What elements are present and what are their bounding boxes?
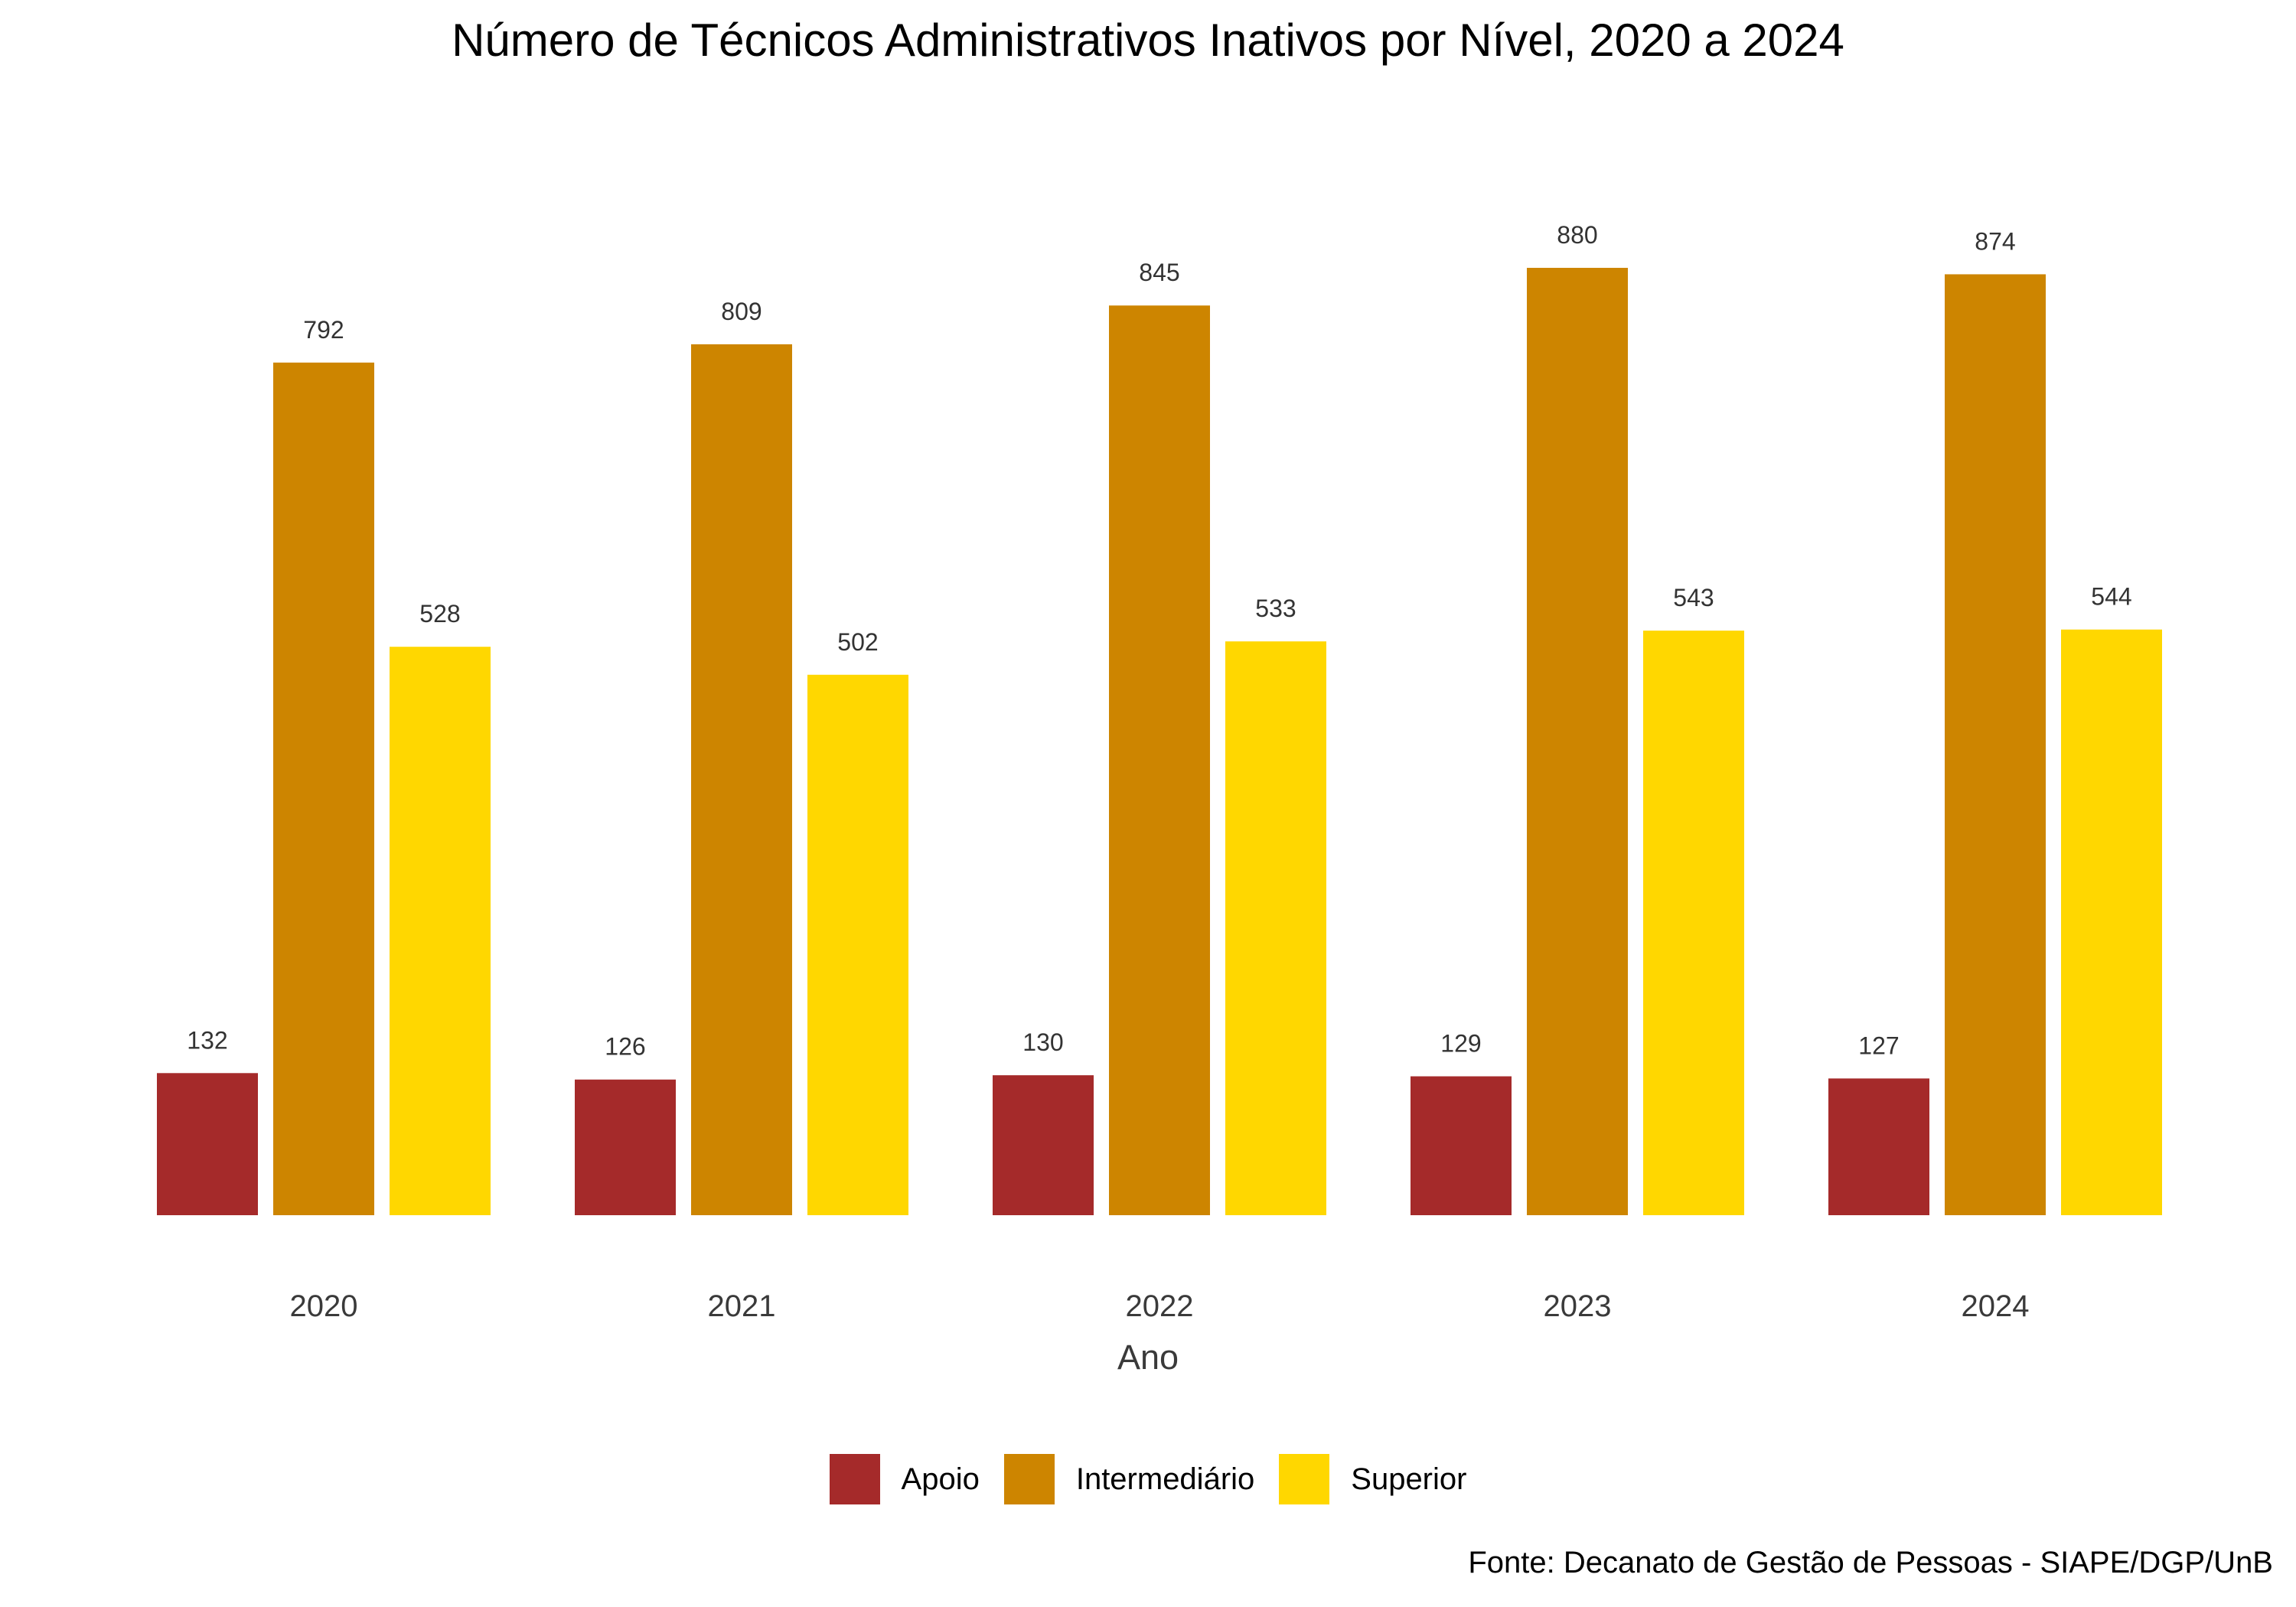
legend-swatch-intermediario bbox=[1003, 1454, 1055, 1504]
legend-swatch-superior bbox=[1279, 1454, 1330, 1504]
data-label-intermediario-2023: 880 bbox=[1557, 221, 1597, 249]
source-caption: Fonte: Decanato de Gestão de Pessoas - S… bbox=[1468, 1546, 2273, 1579]
bar-apoio-2024 bbox=[1828, 1078, 1929, 1215]
legend-label-superior: Superior bbox=[1351, 1462, 1467, 1496]
data-label-intermediario-2024: 874 bbox=[1975, 227, 2015, 255]
legend-label-intermediario: Intermediário bbox=[1075, 1462, 1255, 1496]
bar-superior-2024 bbox=[2061, 629, 2162, 1215]
legend-item-superior: Superior bbox=[1279, 1454, 1466, 1504]
bar-intermediario-2022 bbox=[1109, 305, 1210, 1215]
bar-apoio-2023 bbox=[1411, 1076, 1512, 1215]
x-tick-label-2021: 2021 bbox=[708, 1289, 776, 1323]
bar-intermediario-2021 bbox=[691, 344, 792, 1216]
data-label-superior-2023: 543 bbox=[1673, 584, 1714, 611]
data-label-superior-2024: 544 bbox=[2091, 583, 2131, 611]
bar-intermediario-2024 bbox=[1945, 274, 2046, 1215]
x-tick-label-2020: 2020 bbox=[290, 1289, 358, 1323]
bar-intermediario-2023 bbox=[1527, 268, 1628, 1215]
legend-swatch-apoio bbox=[829, 1454, 880, 1504]
data-label-superior-2020: 528 bbox=[419, 600, 460, 627]
legend-label-apoio: Apoio bbox=[901, 1462, 980, 1496]
legend-item-apoio: Apoio bbox=[829, 1454, 980, 1504]
data-label-apoio-2022: 130 bbox=[1022, 1028, 1063, 1056]
bar-apoio-2022 bbox=[993, 1075, 1094, 1215]
bar-intermediario-2020 bbox=[273, 362, 374, 1215]
bar-superior-2023 bbox=[1643, 631, 1744, 1215]
legend-item-intermediario: Intermediário bbox=[1003, 1454, 1255, 1504]
bar-apoio-2021 bbox=[575, 1079, 676, 1215]
chart-title: Número de Técnicos Administrativos Inati… bbox=[452, 15, 1844, 66]
legend: Apoio Intermediário Superior bbox=[0, 1454, 2296, 1504]
data-label-intermediario-2022: 845 bbox=[1139, 259, 1179, 286]
x-axis-label: Ano bbox=[1117, 1338, 1179, 1377]
data-label-apoio-2020: 132 bbox=[187, 1026, 227, 1054]
x-tick-label-2024: 2024 bbox=[1962, 1289, 2030, 1323]
data-label-apoio-2024: 127 bbox=[1858, 1032, 1899, 1059]
bar-superior-2022 bbox=[1225, 641, 1326, 1215]
x-tick-label-2022: 2022 bbox=[1126, 1289, 1194, 1323]
data-label-intermediario-2020: 792 bbox=[303, 316, 344, 344]
data-label-superior-2022: 533 bbox=[1255, 595, 1296, 622]
x-tick-label-2023: 2023 bbox=[1544, 1289, 1612, 1323]
data-label-apoio-2021: 126 bbox=[605, 1033, 645, 1061]
data-label-superior-2021: 502 bbox=[837, 628, 878, 656]
bar-superior-2021 bbox=[807, 674, 908, 1215]
bar-apoio-2020 bbox=[157, 1073, 258, 1215]
data-label-intermediario-2021: 809 bbox=[721, 298, 762, 325]
data-label-apoio-2023: 129 bbox=[1440, 1030, 1481, 1058]
bar-superior-2020 bbox=[390, 647, 491, 1215]
